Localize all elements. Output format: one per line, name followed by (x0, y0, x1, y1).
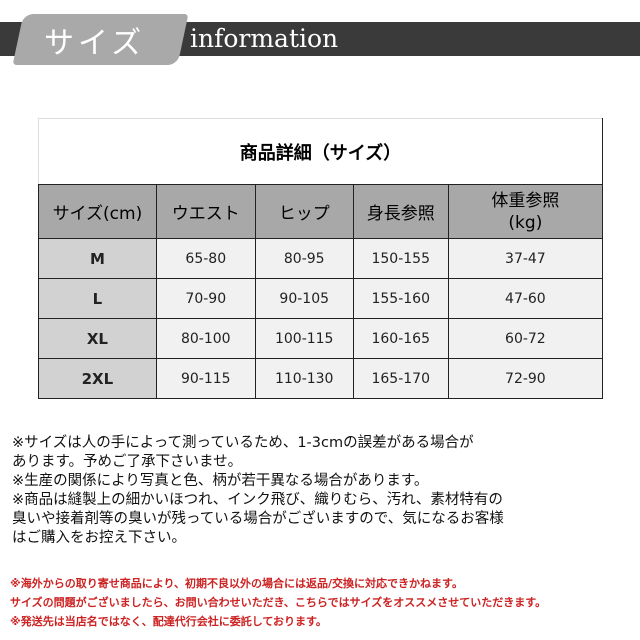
column-header: 身長参照 (352, 184, 449, 239)
value-cell: 90-105 (254, 278, 354, 319)
note-line: ※生産の関係により写真と色、柄が若干異なる場合があります。 (12, 473, 429, 489)
size-cell: XL (38, 318, 157, 359)
value-cell: 160-165 (352, 318, 449, 359)
size-cell: M (38, 238, 157, 279)
value-cell: 155-160 (352, 278, 449, 319)
value-cell: 165-170 (352, 358, 449, 399)
value-cell: 60-72 (447, 318, 604, 359)
value-cell: 72-90 (447, 358, 604, 399)
value-cell: 150-155 (352, 238, 449, 279)
note-line: ※商品は縫製上の細かいほつれ、インク飛び、織りむら、汚れ、素材特有の (12, 492, 503, 508)
value-cell: 80-100 (155, 318, 256, 359)
column-header: サイズ(cm) (38, 184, 157, 239)
note-line: ※発送先は当店名ではなく、配達代行会社に委託しております。 (10, 615, 327, 628)
value-cell: 110-130 (254, 358, 354, 399)
note-line: あります。予めご了承下さいませ。 (12, 454, 243, 470)
value-cell: 65-80 (155, 238, 256, 279)
note-line: 臭いや接着剤等の臭いが残っている場合がございますので、気になるお客様 (12, 511, 504, 527)
notes: ※サイズは人の手によって測っているため、1-3cmの誤差がある場合が あります。予… (12, 434, 504, 548)
note-line: ※サイズは人の手によって測っているため、1-3cmの誤差がある場合が (12, 435, 474, 451)
size-cell: L (38, 278, 157, 319)
column-header: ウエスト (155, 184, 256, 239)
value-cell: 100-115 (254, 318, 354, 359)
banner-title: information (190, 24, 339, 53)
table-row: XL 80-100 100-115 160-165 60-72 (38, 318, 604, 359)
table-row: 2XL 90-115 110-130 165-170 72-90 (38, 358, 604, 399)
table-title: 商品詳細（サイズ） (38, 118, 603, 185)
red-notes: ※海外からの取り寄せ商品により、初期不良以外の場合には返品/交換に対応できかねま… (10, 574, 546, 631)
table-row: L 70-90 90-105 155-160 47-60 (38, 278, 604, 319)
column-header: 体重参照 (kg) (447, 184, 604, 239)
value-cell: 80-95 (254, 238, 354, 279)
size-cell: 2XL (38, 358, 157, 399)
note-line: はご購入をお控え下さい。 (12, 530, 186, 546)
value-cell: 37-47 (447, 238, 604, 279)
table-row: M 65-80 80-95 150-155 37-47 (38, 238, 604, 279)
value-cell: 70-90 (155, 278, 256, 319)
note-line: サイズの問題がございましたら、お問い合わせいただき、こちらではサイズをオススメさ… (10, 596, 547, 609)
column-header: ヒップ (254, 184, 354, 239)
value-cell: 47-60 (447, 278, 604, 319)
value-cell: 90-115 (155, 358, 256, 399)
note-line: ※海外からの取り寄せ商品により、初期不良以外の場合には返品/交換に対応できかねま… (10, 577, 463, 590)
banner-tab-label: サイズ (44, 26, 146, 61)
